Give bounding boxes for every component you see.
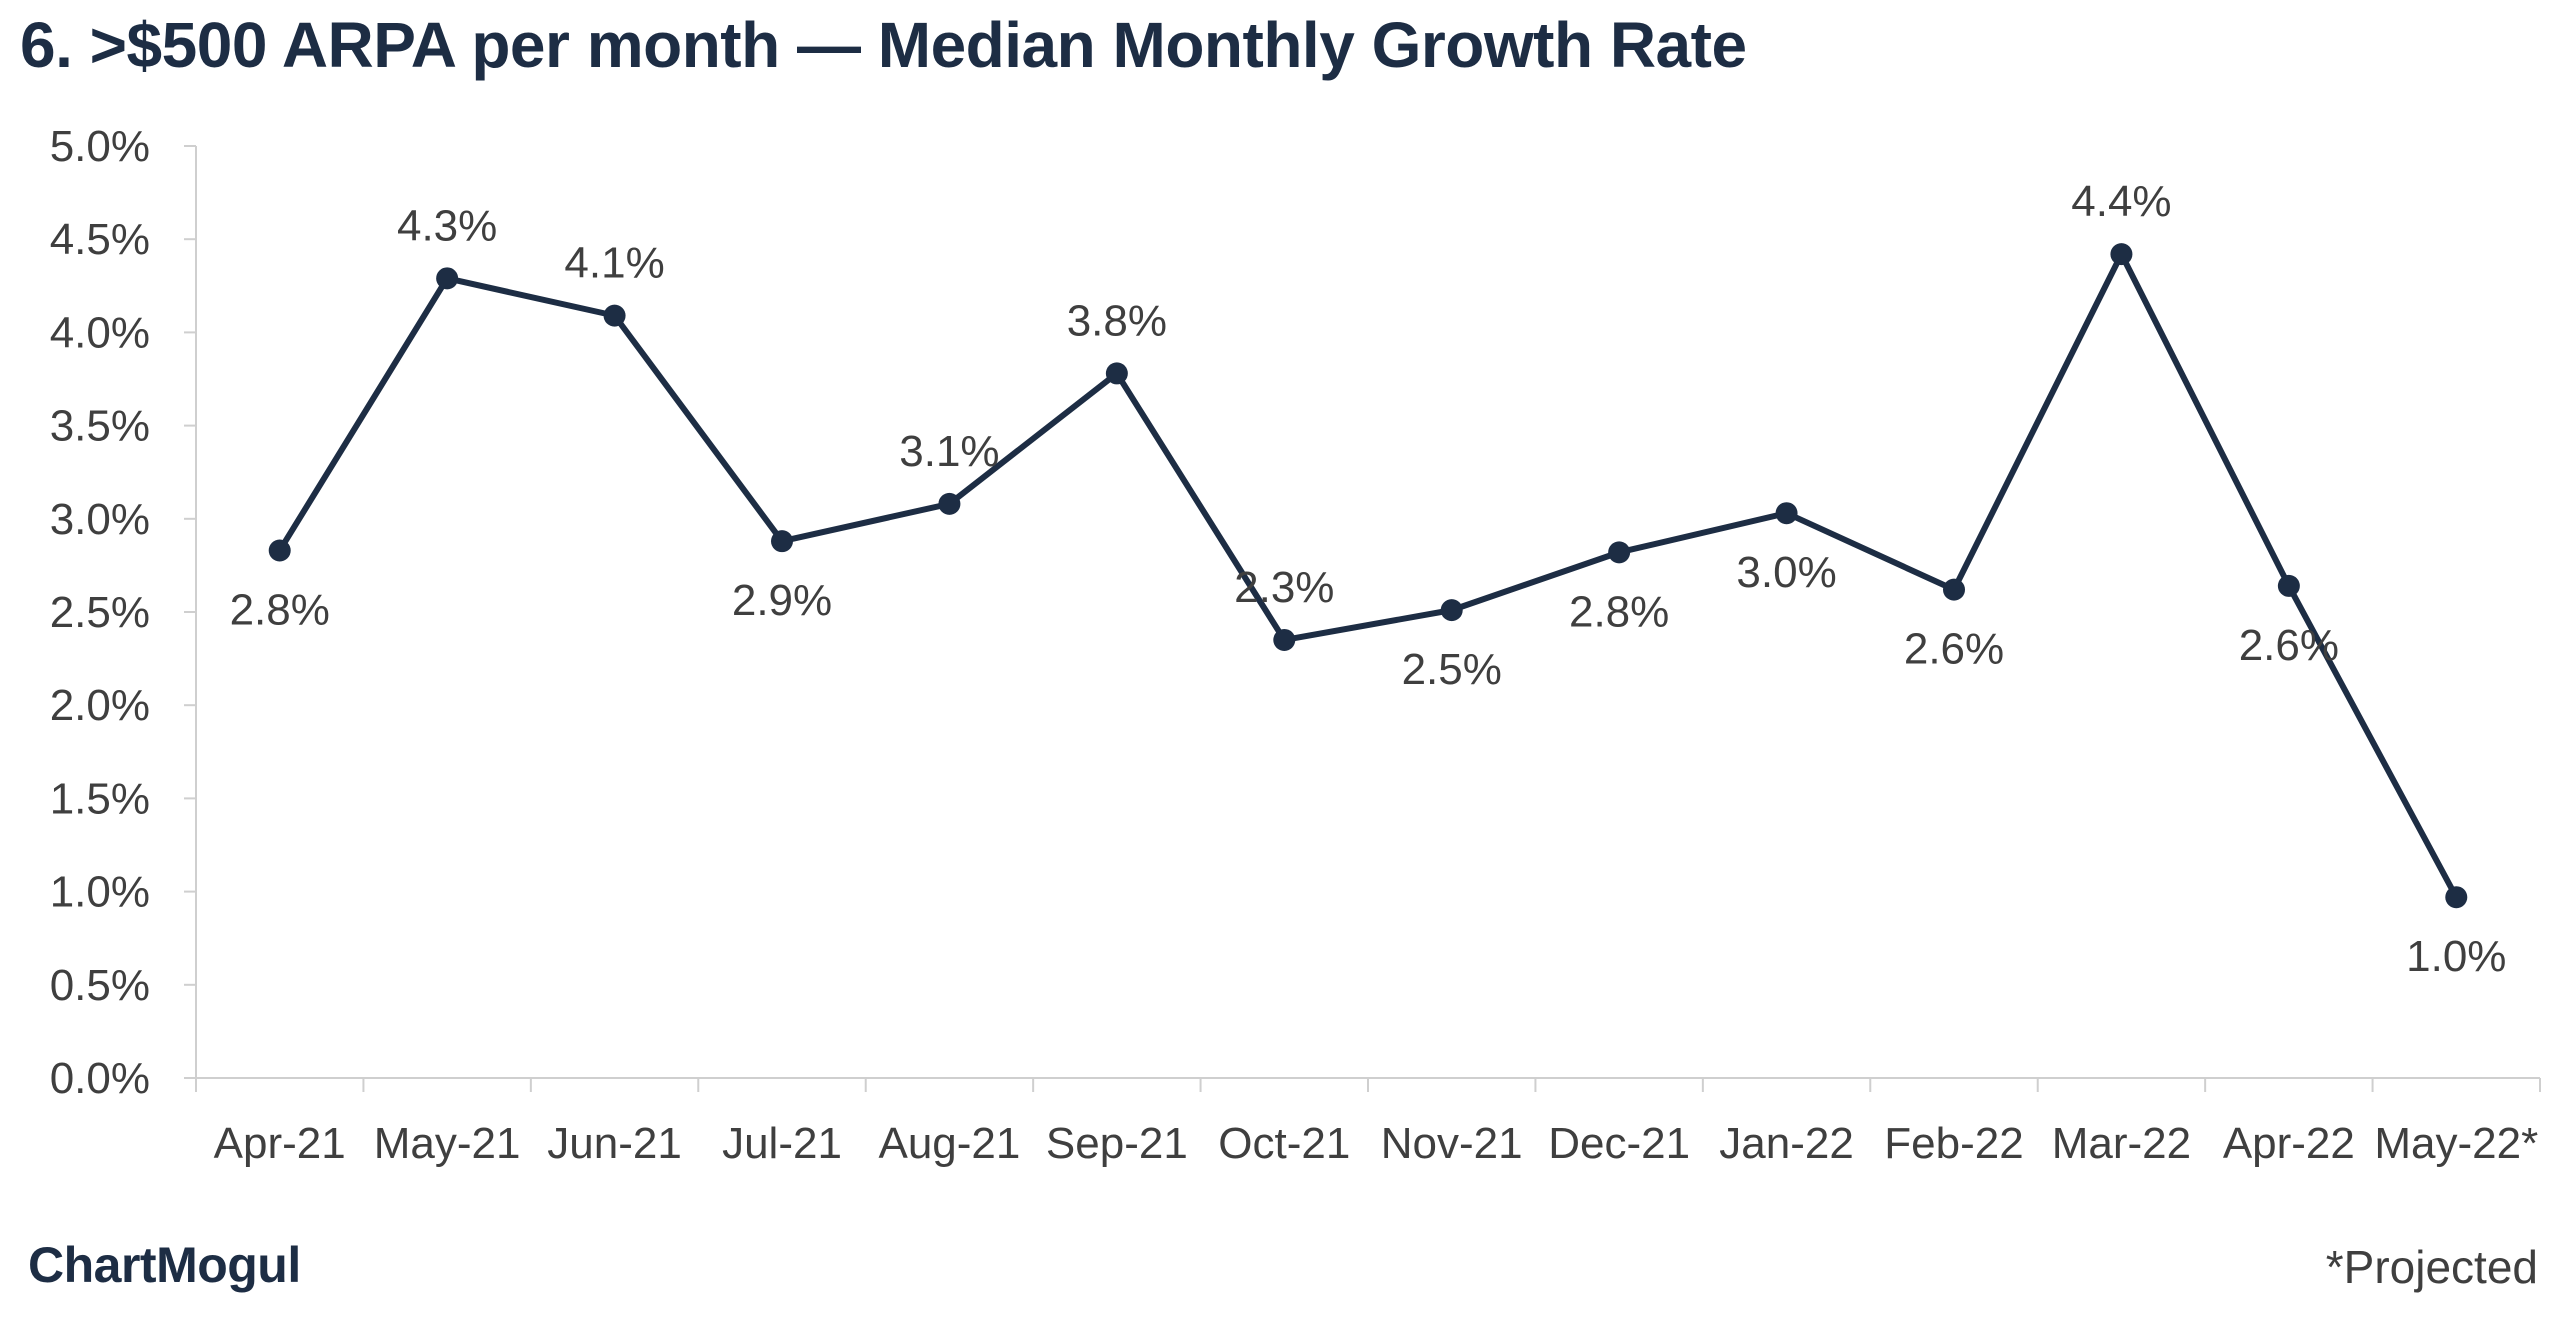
x-tick-label: Nov-21 xyxy=(1381,1119,1523,1168)
x-tick-label: Sep-21 xyxy=(1046,1119,1188,1168)
data-label: 2.3% xyxy=(1234,563,1334,612)
x-axis-ticks: Apr-21 May-21 Jun-21 Jul-21 Aug-21 Sep-21 Oct-… xyxy=(195,1078,2541,1168)
data-point xyxy=(603,304,626,327)
data-label: 2.6% xyxy=(2239,621,2339,670)
x-tick-label: Mar-22 xyxy=(2052,1119,2191,1168)
data-label: 4.4% xyxy=(2071,177,2171,226)
x-tick-label: Jul-21 xyxy=(722,1119,842,1168)
data-point xyxy=(1608,541,1631,564)
y-tick-label: 4.5% xyxy=(50,215,150,264)
data-point xyxy=(436,267,459,290)
chartmogul-logo: ChartMogul xyxy=(28,1237,301,1293)
y-tick-label: 0.5% xyxy=(50,961,150,1010)
data-point xyxy=(2277,574,2300,597)
data-label: 1.0% xyxy=(2406,932,2506,981)
x-tick-label: Apr-22 xyxy=(2223,1119,2355,1168)
data-point xyxy=(2445,886,2468,909)
data-labels: 2.8% 4.3% 4.1% 2.9% 3.1% 3.8% 2.3% 2.5% 2.8% 3.0%… xyxy=(230,177,2507,981)
y-tick-label: 2.5% xyxy=(50,588,150,637)
x-tick-label: Jun-21 xyxy=(547,1119,682,1168)
data-label: 2.5% xyxy=(1402,645,1502,694)
data-label: 3.1% xyxy=(899,427,999,476)
y-tick-label: 3.5% xyxy=(50,402,150,451)
data-point xyxy=(268,539,291,562)
data-label: 3.0% xyxy=(1736,548,1836,597)
x-tick-label: Oct-21 xyxy=(1218,1119,1350,1168)
data-label: 2.8% xyxy=(1569,587,1669,636)
data-label: 2.8% xyxy=(230,585,330,634)
data-label: 2.9% xyxy=(732,576,832,625)
x-tick-label: Feb-22 xyxy=(1884,1119,2023,1168)
data-label: 4.1% xyxy=(564,239,664,288)
x-tick-label: May-21 xyxy=(374,1119,521,1168)
data-point xyxy=(1775,502,1798,525)
data-point xyxy=(1105,362,1128,385)
data-label: 3.8% xyxy=(1067,296,1167,345)
chart-title: 6. >$500 ARPA per month — Median Monthly… xyxy=(20,9,1747,81)
x-tick-label: Dec-21 xyxy=(1548,1119,1690,1168)
x-tick-label: Jan-22 xyxy=(1719,1119,1854,1168)
data-label: 4.3% xyxy=(397,201,497,250)
y-tick-label: 3.0% xyxy=(50,495,150,544)
data-points xyxy=(268,243,2468,909)
data-point xyxy=(1440,599,1463,622)
x-tick-label: Aug-21 xyxy=(878,1119,1020,1168)
y-tick-label: 5.0% xyxy=(50,122,150,171)
y-tick-label: 4.0% xyxy=(50,308,150,357)
x-tick-label: May-22* xyxy=(2374,1119,2538,1168)
y-tick-label: 1.0% xyxy=(50,868,150,917)
data-point xyxy=(938,492,961,515)
data-point xyxy=(2110,243,2133,266)
y-axis-ticks: 0.0% 0.5% 1.0% 1.5% 2.0% 2.5% 3.0% 3.5% 4.0% 4.5%… xyxy=(50,122,196,1103)
data-point xyxy=(1273,628,1296,651)
series-line xyxy=(276,251,2460,901)
data-label: 2.6% xyxy=(1904,625,2004,674)
data-point xyxy=(771,530,793,553)
chart-axes xyxy=(195,146,2540,1079)
y-tick-label: 2.0% xyxy=(50,681,150,730)
y-tick-label: 1.5% xyxy=(50,774,150,823)
projected-footnote: *Projected xyxy=(2325,1241,2538,1293)
data-point xyxy=(1943,578,1965,601)
x-tick-label: Apr-21 xyxy=(214,1119,346,1168)
series-line-layer xyxy=(276,251,2460,901)
y-tick-label: 0.0% xyxy=(50,1054,150,1103)
